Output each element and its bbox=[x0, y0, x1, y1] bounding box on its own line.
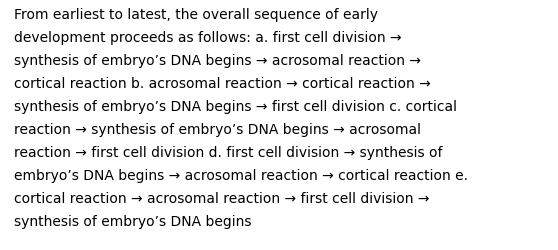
Text: embryo’s DNA begins → acrosomal reaction → cortical reaction e.: embryo’s DNA begins → acrosomal reaction… bbox=[14, 168, 468, 182]
Text: development proceeds as follows: a. first cell division →: development proceeds as follows: a. firs… bbox=[14, 30, 402, 44]
Text: reaction → first cell division d. first cell division → synthesis of: reaction → first cell division d. first … bbox=[14, 146, 442, 160]
Text: synthesis of embryo’s DNA begins: synthesis of embryo’s DNA begins bbox=[14, 214, 252, 228]
Text: reaction → synthesis of embryo’s DNA begins → acrosomal: reaction → synthesis of embryo’s DNA beg… bbox=[14, 122, 421, 136]
Text: synthesis of embryo’s DNA begins → acrosomal reaction →: synthesis of embryo’s DNA begins → acros… bbox=[14, 54, 421, 68]
Text: From earliest to latest, the overall sequence of early: From earliest to latest, the overall seq… bbox=[14, 8, 378, 22]
Text: cortical reaction → acrosomal reaction → first cell division →: cortical reaction → acrosomal reaction →… bbox=[14, 192, 430, 205]
Text: cortical reaction b. acrosomal reaction → cortical reaction →: cortical reaction b. acrosomal reaction … bbox=[14, 76, 431, 90]
Text: synthesis of embryo’s DNA begins → first cell division c. cortical: synthesis of embryo’s DNA begins → first… bbox=[14, 100, 457, 114]
